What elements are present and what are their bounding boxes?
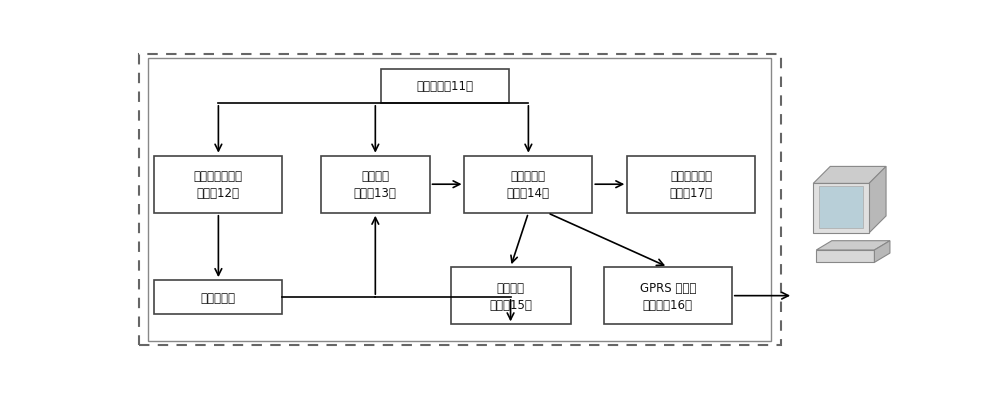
FancyBboxPatch shape <box>813 184 869 233</box>
FancyBboxPatch shape <box>464 156 592 213</box>
Text: 中央处理器
模块（14）: 中央处理器 模块（14） <box>507 170 550 200</box>
FancyBboxPatch shape <box>604 267 732 324</box>
Polygon shape <box>874 241 890 263</box>
Text: 杆塔接地体: 杆塔接地体 <box>201 291 236 304</box>
FancyBboxPatch shape <box>381 70 509 104</box>
Text: 电源模块（11）: 电源模块（11） <box>416 80 473 93</box>
FancyBboxPatch shape <box>450 267 571 324</box>
Polygon shape <box>869 167 886 233</box>
FancyBboxPatch shape <box>819 186 863 229</box>
Polygon shape <box>816 241 890 250</box>
FancyBboxPatch shape <box>154 280 282 314</box>
FancyBboxPatch shape <box>816 250 874 263</box>
Polygon shape <box>813 167 886 184</box>
FancyBboxPatch shape <box>627 156 755 213</box>
Bar <box>139 55 781 345</box>
FancyBboxPatch shape <box>321 156 430 213</box>
Text: GPRS 无线通
讠模块（16）: GPRS 无线通 讠模块（16） <box>640 281 696 311</box>
Text: 信号采集
模块（13）: 信号采集 模块（13） <box>354 170 397 200</box>
Text: 自动扫频激励源
模块（12）: 自动扫频激励源 模块（12） <box>194 170 243 200</box>
Bar <box>148 59 771 342</box>
Text: 串行数据输出
模块（17）: 串行数据输出 模块（17） <box>670 170 713 200</box>
FancyBboxPatch shape <box>154 156 282 213</box>
Text: 液晶显示
模块（15）: 液晶显示 模块（15） <box>489 281 532 311</box>
